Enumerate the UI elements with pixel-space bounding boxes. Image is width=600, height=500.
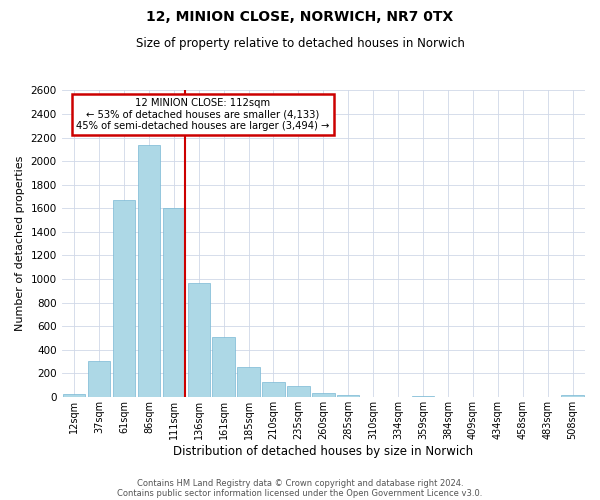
- Bar: [113, 200, 135, 397]
- Text: Contains HM Land Registry data © Crown copyright and database right 2024.: Contains HM Land Registry data © Crown c…: [137, 478, 463, 488]
- Bar: [287, 386, 310, 397]
- Bar: [188, 282, 210, 397]
- Bar: [88, 362, 110, 397]
- Text: 12 MINION CLOSE: 112sqm
← 53% of detached houses are smaller (4,133)
45% of semi: 12 MINION CLOSE: 112sqm ← 53% of detache…: [76, 98, 329, 132]
- Y-axis label: Number of detached properties: Number of detached properties: [15, 156, 25, 332]
- Bar: [63, 394, 85, 397]
- Bar: [312, 394, 335, 397]
- Bar: [212, 336, 235, 397]
- Bar: [562, 395, 584, 397]
- X-axis label: Distribution of detached houses by size in Norwich: Distribution of detached houses by size …: [173, 444, 473, 458]
- Bar: [337, 395, 359, 397]
- Bar: [262, 382, 285, 397]
- Bar: [412, 396, 434, 397]
- Bar: [238, 367, 260, 397]
- Text: Size of property relative to detached houses in Norwich: Size of property relative to detached ho…: [136, 38, 464, 51]
- Text: 12, MINION CLOSE, NORWICH, NR7 0TX: 12, MINION CLOSE, NORWICH, NR7 0TX: [146, 10, 454, 24]
- Bar: [137, 144, 160, 397]
- Text: Contains public sector information licensed under the Open Government Licence v3: Contains public sector information licen…: [118, 488, 482, 498]
- Bar: [163, 208, 185, 397]
